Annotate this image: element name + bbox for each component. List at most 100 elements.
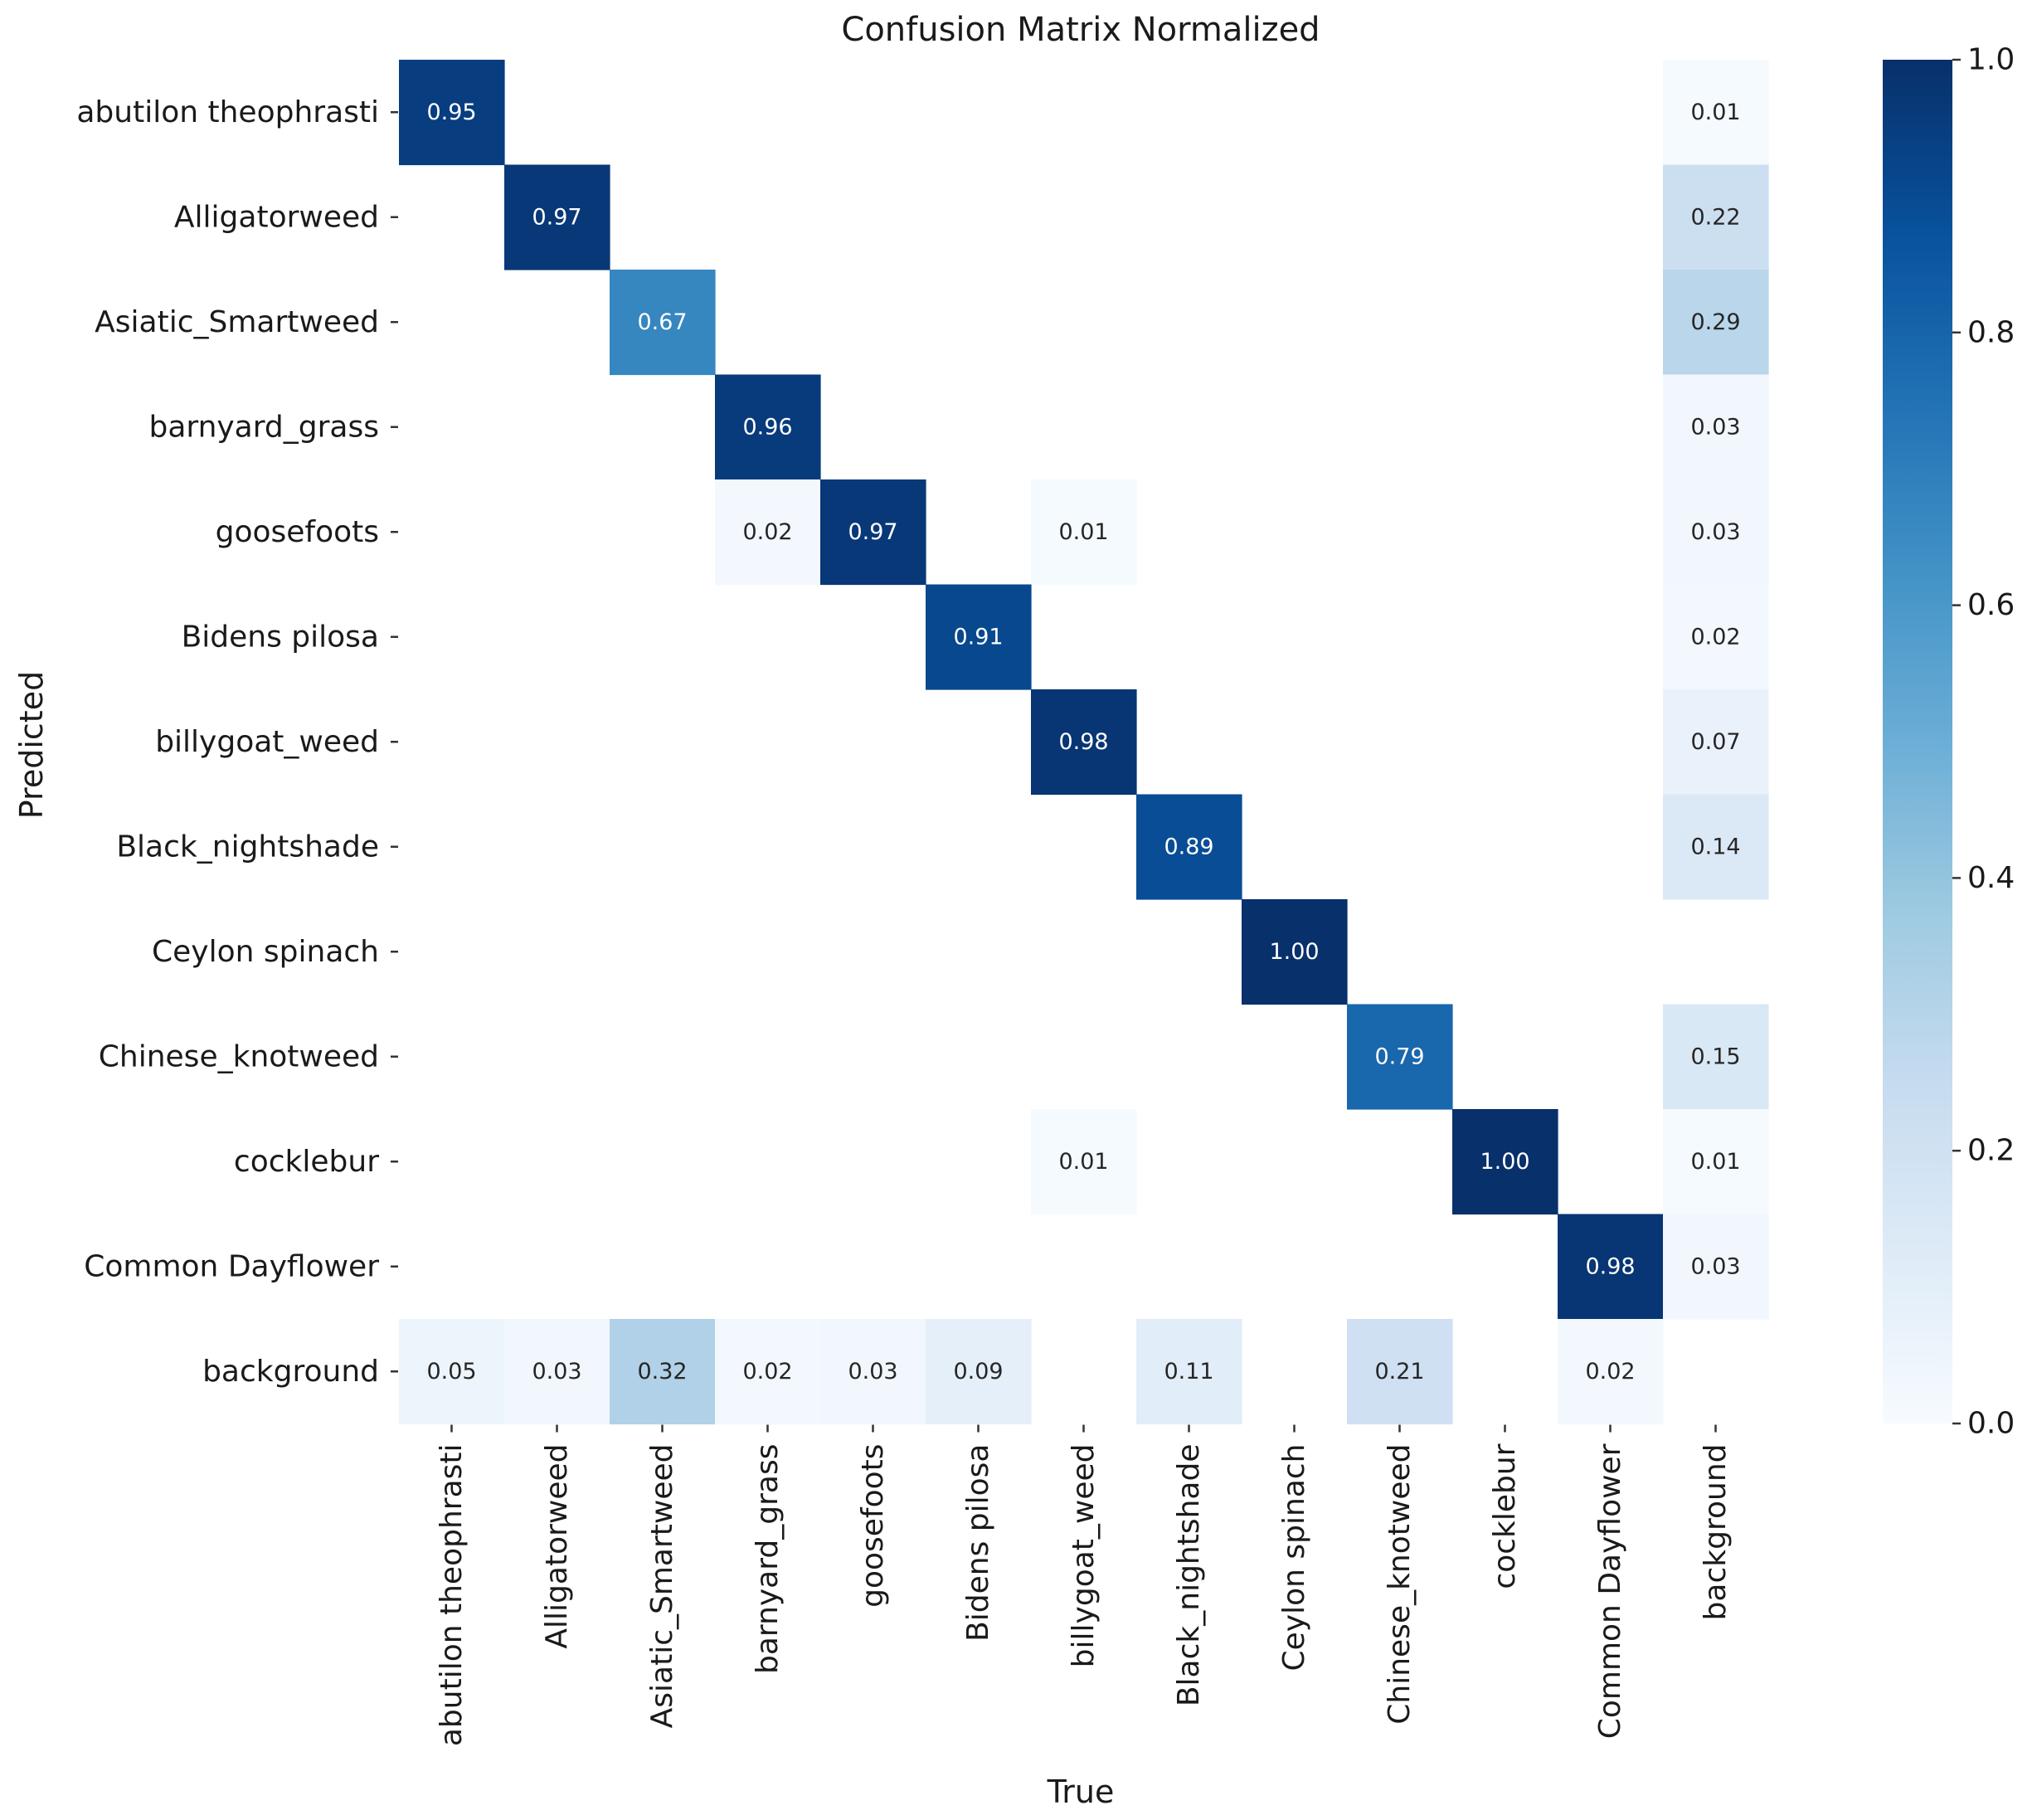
y-tick-label: goosefoots — [216, 515, 379, 549]
heatmap-cell — [1663, 794, 1769, 900]
heatmap-cell — [1242, 899, 1348, 1005]
y-tick-label: Bidens pilosa — [182, 620, 379, 654]
cell-value-label: 0.21 — [1374, 1359, 1424, 1384]
cell-value-label: 0.01 — [1058, 1149, 1108, 1175]
heatmap-cell — [820, 479, 926, 586]
cell-value-label: 0.01 — [1690, 1149, 1740, 1175]
heatmap-cells: 0.95 0.01 0.97 0.22 0.67 0.29 0.96 0.03 0.02 0.97… — [399, 60, 1769, 1425]
heatmap-cell — [715, 1319, 821, 1425]
heatmap-cell — [1452, 1109, 1558, 1215]
cell-value-label: 0.22 — [1690, 204, 1740, 230]
cell-value-label: 0.03 — [532, 1359, 581, 1384]
heatmap-cell — [1031, 1109, 1137, 1215]
cell-value-label: 1.00 — [1480, 1149, 1529, 1175]
x-tick-label: background — [1699, 1444, 1733, 1621]
x-tick-label: Asiatic_Smartweed — [645, 1444, 679, 1729]
y-tick-label: billygoat_weed — [155, 725, 379, 759]
colorbar-tick-label: 0.8 — [1967, 315, 2015, 349]
x-tick-label: billygoat_weed — [1067, 1444, 1101, 1668]
cell-value-label: 0.09 — [953, 1359, 1003, 1384]
y-axis-label: Predicted — [13, 671, 50, 819]
colorbar: 0.0 0.2 0.4 0.6 0.8 1.0 — [1883, 43, 2015, 1441]
heatmap-cell — [504, 1319, 610, 1425]
heatmap-cell — [1558, 1214, 1664, 1320]
chart-title: Confusion Matrix Normalized — [841, 11, 1320, 49]
heatmap-cell — [1663, 689, 1769, 796]
heatmap-cell — [1347, 1319, 1453, 1425]
heatmap-cell — [1663, 1214, 1769, 1320]
cell-value-label: 0.02 — [1690, 624, 1740, 650]
cell-value-label: 0.15 — [1690, 1044, 1740, 1069]
y-tick-label: Chinese_knotweed — [99, 1039, 379, 1073]
heatmap-cell — [399, 1319, 505, 1425]
y-tick-label: Asiatic_Smartweed — [95, 305, 379, 339]
cell-value-label: 0.67 — [637, 309, 687, 335]
heatmap-cell — [1663, 374, 1769, 480]
cell-value-label: 0.02 — [742, 519, 792, 545]
cell-value-label: 0.97 — [532, 204, 581, 230]
heatmap-cell — [1031, 689, 1137, 796]
cell-value-label: 0.98 — [1058, 729, 1108, 755]
cell-value-label: 0.03 — [1690, 1253, 1740, 1279]
cell-value-label: 0.02 — [742, 1359, 792, 1384]
heatmap-cell — [1663, 584, 1769, 690]
cell-value-label: 0.98 — [1585, 1253, 1635, 1279]
cell-value-label: 0.03 — [1690, 414, 1740, 440]
cell-value-label: 0.89 — [1164, 834, 1213, 859]
cell-value-label: 0.03 — [848, 1359, 897, 1384]
heatmap-cell — [1663, 1109, 1769, 1215]
cell-value-label: 0.01 — [1058, 519, 1108, 545]
colorbar-tick-label: 0.2 — [1967, 1134, 2015, 1168]
y-tick-label: background — [202, 1355, 379, 1389]
x-tick-label: Black_nightshade — [1172, 1444, 1206, 1707]
cell-value-label: 0.91 — [953, 624, 1003, 650]
cell-value-label: 0.96 — [742, 414, 792, 440]
cell-value-label: 0.02 — [1585, 1359, 1635, 1384]
y-tick-label: barnyard_grass — [148, 410, 379, 444]
heatmap-cell — [1558, 1319, 1664, 1425]
heatmap-cell — [610, 1319, 716, 1425]
cell-value-label: 0.79 — [1374, 1044, 1424, 1069]
x-tick-label: Ceylon spinach — [1277, 1444, 1311, 1672]
y-tick-label: Common Dayflower — [84, 1249, 379, 1283]
heatmap-cell — [820, 1319, 926, 1425]
cell-value-label: 0.05 — [426, 1359, 476, 1384]
heatmap-cell — [1136, 1319, 1242, 1425]
x-tick-label: Bidens pilosa — [961, 1444, 995, 1642]
cell-value-label: 0.11 — [1164, 1359, 1213, 1384]
x-tick-label: Common Dayflower — [1593, 1443, 1627, 1739]
x-axis-label: True — [1047, 1774, 1115, 1810]
x-tick-label: barnyard_grass — [751, 1444, 785, 1675]
cell-value-label: 0.32 — [637, 1359, 687, 1384]
x-tick-labels: abutilon theophrasti Alligatorweed Asiatic… — [435, 1424, 1733, 1747]
x-tick-label: cocklebur — [1488, 1443, 1522, 1589]
heatmap-cell — [399, 60, 505, 166]
y-tick-label: abutilon theophrasti — [76, 95, 379, 129]
colorbar-tick-label: 0.0 — [1967, 1407, 2015, 1441]
heatmap-cell — [1663, 164, 1769, 270]
colorbar-tick-label: 1.0 — [1967, 43, 2015, 77]
cell-value-label: 0.03 — [1690, 519, 1740, 545]
cell-value-label: 0.01 — [1690, 100, 1740, 125]
colorbar-tick-label: 0.4 — [1967, 861, 2015, 895]
x-tick-label: Chinese_knotweed — [1383, 1444, 1417, 1725]
cell-value-label: 0.97 — [848, 519, 897, 545]
cell-value-label: 0.29 — [1690, 309, 1740, 335]
colorbar-gradient — [1883, 60, 1952, 1423]
cell-value-label: 0.14 — [1690, 834, 1740, 859]
x-tick-label: abutilon theophrasti — [435, 1444, 469, 1747]
cell-value-label: 0.07 — [1690, 729, 1740, 755]
y-tick-label: Ceylon spinach — [152, 935, 379, 969]
y-tick-label: cocklebur — [234, 1145, 379, 1179]
x-tick-label: goosefoots — [856, 1444, 890, 1608]
heatmap-cell — [1663, 60, 1769, 166]
x-tick-label: Alligatorweed — [540, 1444, 574, 1649]
heatmap-cell — [1663, 1004, 1769, 1110]
heatmap-cell — [926, 1319, 1032, 1425]
heatmap-cell — [715, 374, 821, 480]
cell-value-label: 1.00 — [1269, 939, 1319, 965]
heatmap-cell — [1663, 270, 1769, 376]
heatmap-cell — [1663, 479, 1769, 586]
